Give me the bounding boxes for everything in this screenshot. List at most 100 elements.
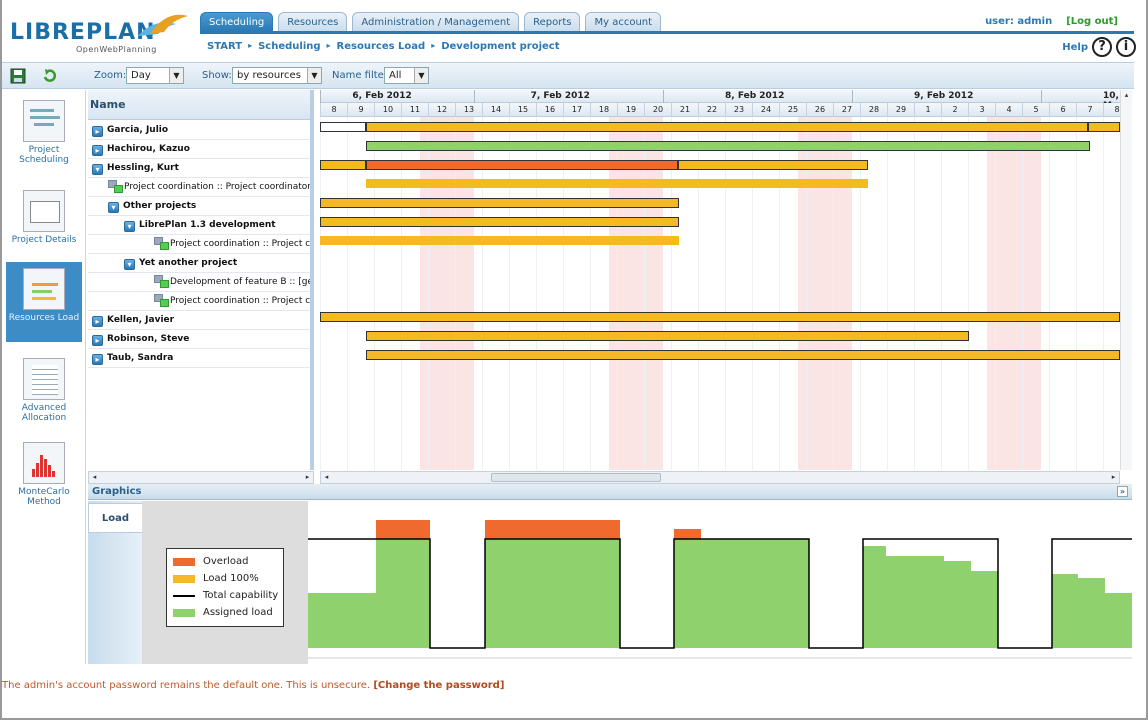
chart-legend: Overload Load 100% Total capability Assi… bbox=[166, 548, 284, 627]
tree-row[interactable]: ▸ Garcia, Julio bbox=[88, 121, 310, 140]
tree-row-label: Hessling, Kurt bbox=[107, 163, 179, 173]
nav-project-scheduling[interactable]: Project Scheduling bbox=[6, 94, 82, 176]
tree-row[interactable]: ▾ Other projects bbox=[88, 197, 310, 216]
dropdown-arrow-icon: ▼ bbox=[169, 68, 183, 83]
zoom-select[interactable]: Day ▼ bbox=[126, 67, 184, 84]
load-bar[interactable] bbox=[320, 122, 366, 132]
crumb-scheduling[interactable]: Scheduling bbox=[258, 41, 321, 52]
scroll-right-icon[interactable]: ▸ bbox=[1111, 473, 1116, 481]
tree-row[interactable]: ▾ Yet another project bbox=[88, 254, 310, 273]
tab-reports[interactable]: Reports bbox=[524, 12, 581, 32]
resource-load-gantt[interactable]: 6, Feb 2012 7, Feb 2012 8, Feb 2012 9, Feb … bbox=[320, 90, 1120, 470]
tab-administration[interactable]: Administration / Management bbox=[352, 12, 520, 32]
collapse-icon[interactable]: » bbox=[1117, 486, 1128, 497]
hour-cell: 25 bbox=[779, 103, 806, 117]
expand-icon[interactable]: ▸ bbox=[92, 354, 103, 365]
grid-line bbox=[320, 117, 321, 470]
change-password-link[interactable]: [Change the password] bbox=[373, 680, 505, 691]
help-label[interactable]: Help bbox=[1062, 41, 1088, 53]
name-column-header[interactable]: Name bbox=[88, 90, 310, 120]
security-warning: The admin's account password remains the… bbox=[2, 680, 504, 691]
load-bar[interactable] bbox=[366, 350, 1120, 360]
day-label: 6, Feb 2012 bbox=[352, 91, 412, 101]
load-bar[interactable] bbox=[678, 160, 868, 170]
crumb-project[interactable]: Development project bbox=[441, 41, 560, 52]
graphics-panel-header[interactable]: Graphics » bbox=[88, 484, 1132, 500]
load-bar[interactable] bbox=[320, 236, 679, 245]
crumb-start[interactable]: START bbox=[207, 41, 243, 52]
load-bar[interactable] bbox=[366, 141, 1090, 151]
grid-line bbox=[590, 117, 591, 470]
load-bar[interactable] bbox=[366, 179, 868, 188]
load-bar[interactable] bbox=[320, 217, 679, 227]
legend-label: Assigned load bbox=[203, 607, 273, 618]
hour-cell: 8 bbox=[320, 103, 347, 117]
expand-icon[interactable]: ▸ bbox=[92, 335, 103, 346]
grid-line bbox=[563, 117, 564, 470]
tree-row[interactable]: ▾ LibrePlan 1.3 development bbox=[88, 216, 310, 235]
hour-cell: 3 bbox=[968, 103, 995, 117]
collapse-icon[interactable]: ▾ bbox=[124, 221, 135, 232]
collapse-icon[interactable]: ▾ bbox=[108, 202, 119, 213]
save-icon[interactable] bbox=[10, 68, 26, 84]
name-filter-select[interactable]: All ▼ bbox=[384, 67, 429, 84]
load-bar[interactable] bbox=[1088, 122, 1120, 132]
load-bar[interactable] bbox=[320, 198, 679, 208]
tree-row[interactable]: ▸ Taub, Sandra bbox=[88, 349, 310, 368]
libreplan-logo[interactable]: LIBREPLAN OpenWebPlanning bbox=[10, 8, 190, 56]
grid-line bbox=[725, 117, 726, 470]
tab-scheduling[interactable]: Scheduling bbox=[200, 12, 274, 32]
load-bar[interactable] bbox=[320, 312, 1120, 322]
expand-icon[interactable]: ▸ bbox=[92, 126, 103, 137]
crumb-resources-load[interactable]: Resources Load bbox=[336, 41, 426, 52]
show-select[interactable]: by resources ▼ bbox=[232, 67, 322, 84]
help-icon[interactable]: ? bbox=[1092, 37, 1112, 57]
nav-resources-load[interactable]: Resources Load bbox=[6, 262, 82, 342]
nav-montecarlo[interactable]: MonteCarlo Method bbox=[6, 436, 82, 512]
reload-icon[interactable] bbox=[42, 68, 58, 84]
tree-horizontal-scrollbar[interactable]: ◂ ▸ bbox=[88, 471, 314, 484]
legend-total-capability: Total capability bbox=[173, 589, 278, 603]
hour-cell: 2 bbox=[941, 103, 968, 117]
scroll-right-icon[interactable]: ▸ bbox=[305, 473, 310, 481]
grid-line bbox=[401, 117, 402, 470]
tree-row[interactable]: ▾ Hessling, Kurt bbox=[88, 159, 310, 178]
tree-row[interactable]: ▸ Kellen, Javier bbox=[88, 311, 310, 330]
collapse-icon[interactable]: ▾ bbox=[124, 259, 135, 270]
info-icon[interactable]: i bbox=[1116, 37, 1136, 57]
grid-line bbox=[536, 117, 537, 470]
tree-row[interactable]: Project coordination :: Project coor bbox=[88, 292, 310, 311]
tree-row[interactable]: ▸ Robinson, Steve bbox=[88, 330, 310, 349]
hour-cell: 27 bbox=[833, 103, 860, 117]
tree-row[interactable]: Project coordination :: Project coor bbox=[88, 235, 310, 254]
nav-project-details[interactable]: Project Details bbox=[6, 184, 82, 254]
gantt-horizontal-scrollbar[interactable]: ◂ ▸ bbox=[320, 471, 1120, 484]
chevron-right-icon: ▸ bbox=[431, 41, 436, 50]
load-bar[interactable] bbox=[366, 331, 969, 341]
load-bar[interactable] bbox=[320, 160, 366, 170]
scroll-left-icon[interactable]: ◂ bbox=[324, 473, 329, 481]
expand-icon[interactable]: ▸ bbox=[92, 316, 103, 327]
logout-link[interactable]: [Log out] bbox=[1066, 16, 1118, 27]
tab-load[interactable]: Load bbox=[88, 503, 142, 533]
tab-resources[interactable]: Resources bbox=[278, 12, 348, 32]
scroll-left-icon[interactable]: ◂ bbox=[92, 473, 97, 481]
expand-icon[interactable]: ▸ bbox=[92, 145, 103, 156]
load-bar[interactable] bbox=[366, 160, 678, 170]
tree-row[interactable]: Project coordination :: Project coordina… bbox=[88, 178, 310, 197]
tree-row[interactable]: ▸ Hachirou, Kazuo bbox=[88, 140, 310, 159]
load-bar[interactable] bbox=[366, 122, 1088, 132]
scrollbar-thumb[interactable] bbox=[491, 473, 661, 482]
tree-row-label: Development of feature B :: [gene bbox=[170, 277, 310, 287]
nav-advanced-allocation[interactable]: Advanced Allocation bbox=[6, 352, 82, 428]
tree-row[interactable]: Development of feature B :: [gene bbox=[88, 273, 310, 292]
tab-my-account[interactable]: My account bbox=[585, 12, 662, 32]
assigned-load-area bbox=[308, 539, 1132, 648]
scroll-up-icon[interactable]: ▴ bbox=[1124, 91, 1129, 99]
day-divider bbox=[851, 90, 853, 103]
gantt-vertical-scrollbar[interactable]: ▴ bbox=[1120, 90, 1132, 470]
legend-swatch bbox=[173, 595, 195, 597]
project-details-icon bbox=[23, 190, 65, 232]
hour-cell: 5 bbox=[1022, 103, 1049, 117]
collapse-icon[interactable]: ▾ bbox=[92, 164, 103, 175]
